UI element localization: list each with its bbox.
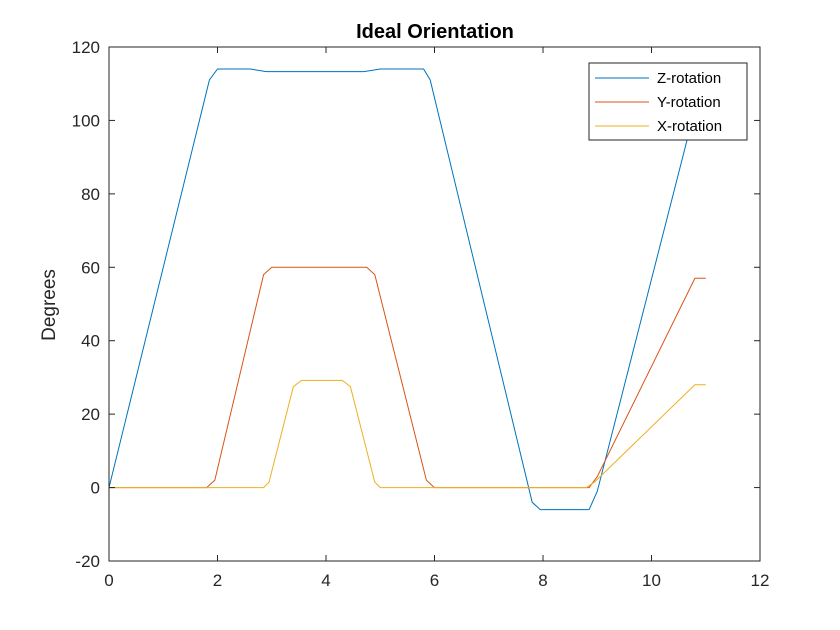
series-line-1 — [108, 68, 706, 511]
y-tick-label: 40 — [81, 332, 100, 351]
y-tick-label: 60 — [81, 258, 100, 277]
legend-label-2: Y-rotation — [657, 94, 721, 111]
y-axis-label: Degrees — [39, 269, 60, 341]
legend: Z-rotation Y-rotation X-rotation — [588, 62, 748, 141]
series-line-2 — [109, 266, 706, 489]
y-tick-label: 120 — [72, 38, 100, 57]
legend-label-3: X-rotation — [657, 118, 722, 135]
legend-label-1: Z-rotation — [657, 70, 721, 87]
x-tick-label: 4 — [321, 571, 330, 590]
x-tick-label: 12 — [751, 571, 770, 590]
x-tick-label: 10 — [642, 571, 661, 590]
x-tick-label: 0 — [104, 571, 113, 590]
y-tick-label: 100 — [72, 111, 100, 130]
chart-title: Ideal Orientation — [356, 21, 514, 43]
y-tick-label: 80 — [81, 185, 100, 204]
x-tick-label: 8 — [538, 571, 547, 590]
y-tick-label: 0 — [91, 479, 100, 498]
plot-area — [108, 68, 706, 511]
x-tick-label: 2 — [213, 571, 222, 590]
series-line-3 — [109, 379, 706, 489]
y-tick-label: -20 — [75, 552, 100, 571]
x-tick-label: 6 — [430, 571, 439, 590]
y-tick-label: 20 — [81, 405, 100, 424]
